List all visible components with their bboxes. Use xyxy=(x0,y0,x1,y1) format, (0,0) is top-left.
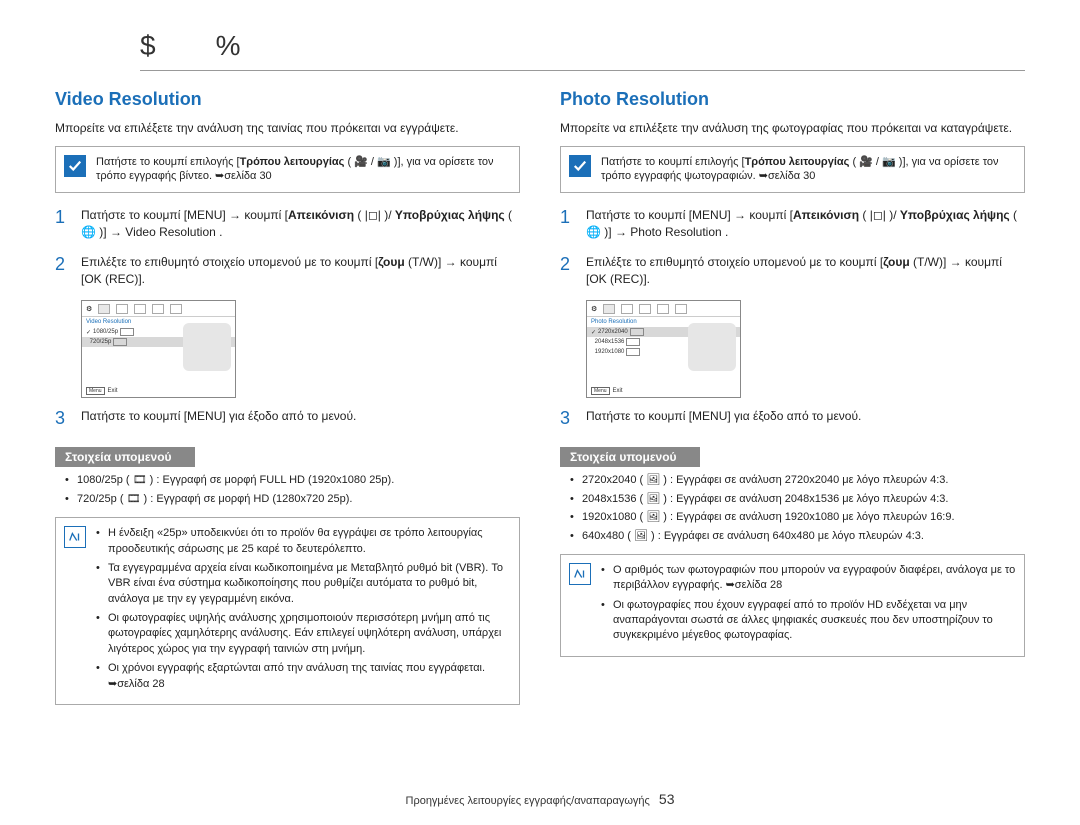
list-item: Τα εγγεγραμμένα αρχεία είναι κωδικοποιημ… xyxy=(96,561,511,607)
list-item: 2048x1536 ( 🖼 ) : Εγγράφει σε ανάλυση 20… xyxy=(570,492,1025,507)
list-item: 1080/25p ( 🎞 ) : Εγγραφή σε μορφή FULL H… xyxy=(65,473,520,488)
note-box: Ο αριθμός των φωτογραφιών που μπορούν να… xyxy=(560,554,1025,657)
list-item: 1920x1080 ( 🖼 ) : Εγγράφει σε ανάλυση 19… xyxy=(570,510,1025,525)
step-text: Επιλέξτε το επιθυμητό στοιχείο υπομενού … xyxy=(586,254,1025,289)
tip-box: Πατήστε το κουμπί επιλογής [Τρόπου λειτο… xyxy=(55,146,520,193)
section-title: Photo Resolution xyxy=(560,89,1025,110)
list-item: 2720x2040 ( 🖼 ) : Εγγράφει σε ανάλυση 27… xyxy=(570,473,1025,488)
note-list: Η ένδειξη «25p» υποδεικνύει ότι το προϊό… xyxy=(96,526,511,696)
tip-text: Πατήστε το κουμπί επιλογής [Τρόπου λειτο… xyxy=(96,155,511,184)
intro-text: Μπορείτε να επιλέξετε την ανάλυση της φω… xyxy=(560,120,1025,136)
tip-box: Πατήστε το κουμπί επιλογής [Τρόπου λειτο… xyxy=(560,146,1025,193)
list-item: Ο αριθμός των φωτογραφιών που μπορούν να… xyxy=(601,563,1016,594)
submenu-header: Στοιχεία υπομενού xyxy=(55,447,195,467)
list-item: 640x480 ( 🖼 ) : Εγγράφει σε ανάλυση 640x… xyxy=(570,529,1025,544)
step-number: 3 xyxy=(55,408,69,429)
check-icon xyxy=(64,155,86,177)
footer-text: Προηγμένες λειτουργίες εγγραφής/αναπαραγ… xyxy=(406,795,650,807)
note-icon xyxy=(569,563,591,585)
step-text: Πατήστε το κουμπί [MENU] → κουμπί [Απεικ… xyxy=(586,207,1025,242)
submenu-header: Στοιχεία υπομενού xyxy=(560,447,700,467)
intro-text: Μπορείτε να επιλέξετε την ανάλυση της τα… xyxy=(55,120,520,136)
photo-resolution-section: Photo Resolution Μπορείτε να επιλέξετε τ… xyxy=(560,89,1025,705)
step-3: 3 Πατήστε το κουμπί [MENU] για έξοδο από… xyxy=(55,408,520,429)
note-box: Η ένδειξη «25p» υποδεικνύει ότι το προϊό… xyxy=(55,517,520,705)
list-item: 720/25p ( 🎞 ) : Εγγραφή σε μορφή HD (128… xyxy=(65,492,520,507)
list-item: Η ένδειξη «25p» υποδεικνύει ότι το προϊό… xyxy=(96,526,511,557)
page-number: 53 xyxy=(659,791,675,807)
header-sym-1: $ xyxy=(140,30,156,62)
header-sym-2: % xyxy=(216,30,241,62)
step-text: Πατήστε το κουμπί [MENU] για έξοδο από τ… xyxy=(81,408,356,429)
step-3: 3 Πατήστε το κουμπί [MENU] για έξοδο από… xyxy=(560,408,1025,429)
step-1: 1 Πατήστε το κουμπί [MENU] → κουμπί [Απε… xyxy=(55,207,520,242)
video-resolution-section: Video Resolution Μπορείτε να επιλέξετε τ… xyxy=(55,89,520,705)
step-number: 2 xyxy=(55,254,69,289)
submenu-list: 1080/25p ( 🎞 ) : Εγγραφή σε μορφή FULL H… xyxy=(55,473,520,507)
step-number: 3 xyxy=(560,408,574,429)
list-item: Οι φωτογραφίες υψηλής ανάλυσης χρησιμοπο… xyxy=(96,611,511,657)
page-footer: Προηγμένες λειτουργίες εγγραφής/αναπαραγ… xyxy=(0,791,1080,807)
step-number: 1 xyxy=(55,207,69,242)
note-icon xyxy=(64,526,86,548)
list-item: Οι φωτογραφίες που έχουν εγγραφεί από το… xyxy=(601,598,1016,644)
step-number: 1 xyxy=(560,207,574,242)
step-number: 2 xyxy=(560,254,574,289)
step-text: Πατήστε το κουμπί [MENU] → κουμπί [Απεικ… xyxy=(81,207,520,242)
tip-text: Πατήστε το κουμπί επιλογής [Τρόπου λειτο… xyxy=(601,155,1016,184)
page-header: $ % xyxy=(140,30,1025,71)
check-icon xyxy=(569,155,591,177)
step-text: Πατήστε το κουμπί [MENU] για έξοδο από τ… xyxy=(586,408,861,429)
step-1: 1 Πατήστε το κουμπί [MENU] → κουμπί [Απε… xyxy=(560,207,1025,242)
menu-screenshot: ⚙ Video Resolution ✓1080/25p 720/25p Men… xyxy=(81,300,236,398)
step-2: 2 Επιλέξτε το επιθυμητό στοιχείο υπομενο… xyxy=(560,254,1025,289)
menu-screenshot: ⚙ Photo Resolution ✓2720x2040 2048x1536 … xyxy=(586,300,741,398)
section-title: Video Resolution xyxy=(55,89,520,110)
list-item: Οι χρόνοι εγγραφής εξαρτώνται από την αν… xyxy=(96,661,511,692)
submenu-list: 2720x2040 ( 🖼 ) : Εγγράφει σε ανάλυση 27… xyxy=(560,473,1025,544)
step-2: 2 Επιλέξτε το επιθυμητό στοιχείο υπομενο… xyxy=(55,254,520,289)
note-list: Ο αριθμός των φωτογραφιών που μπορούν να… xyxy=(601,563,1016,648)
step-text: Επιλέξτε το επιθυμητό στοιχείο υπομενού … xyxy=(81,254,520,289)
